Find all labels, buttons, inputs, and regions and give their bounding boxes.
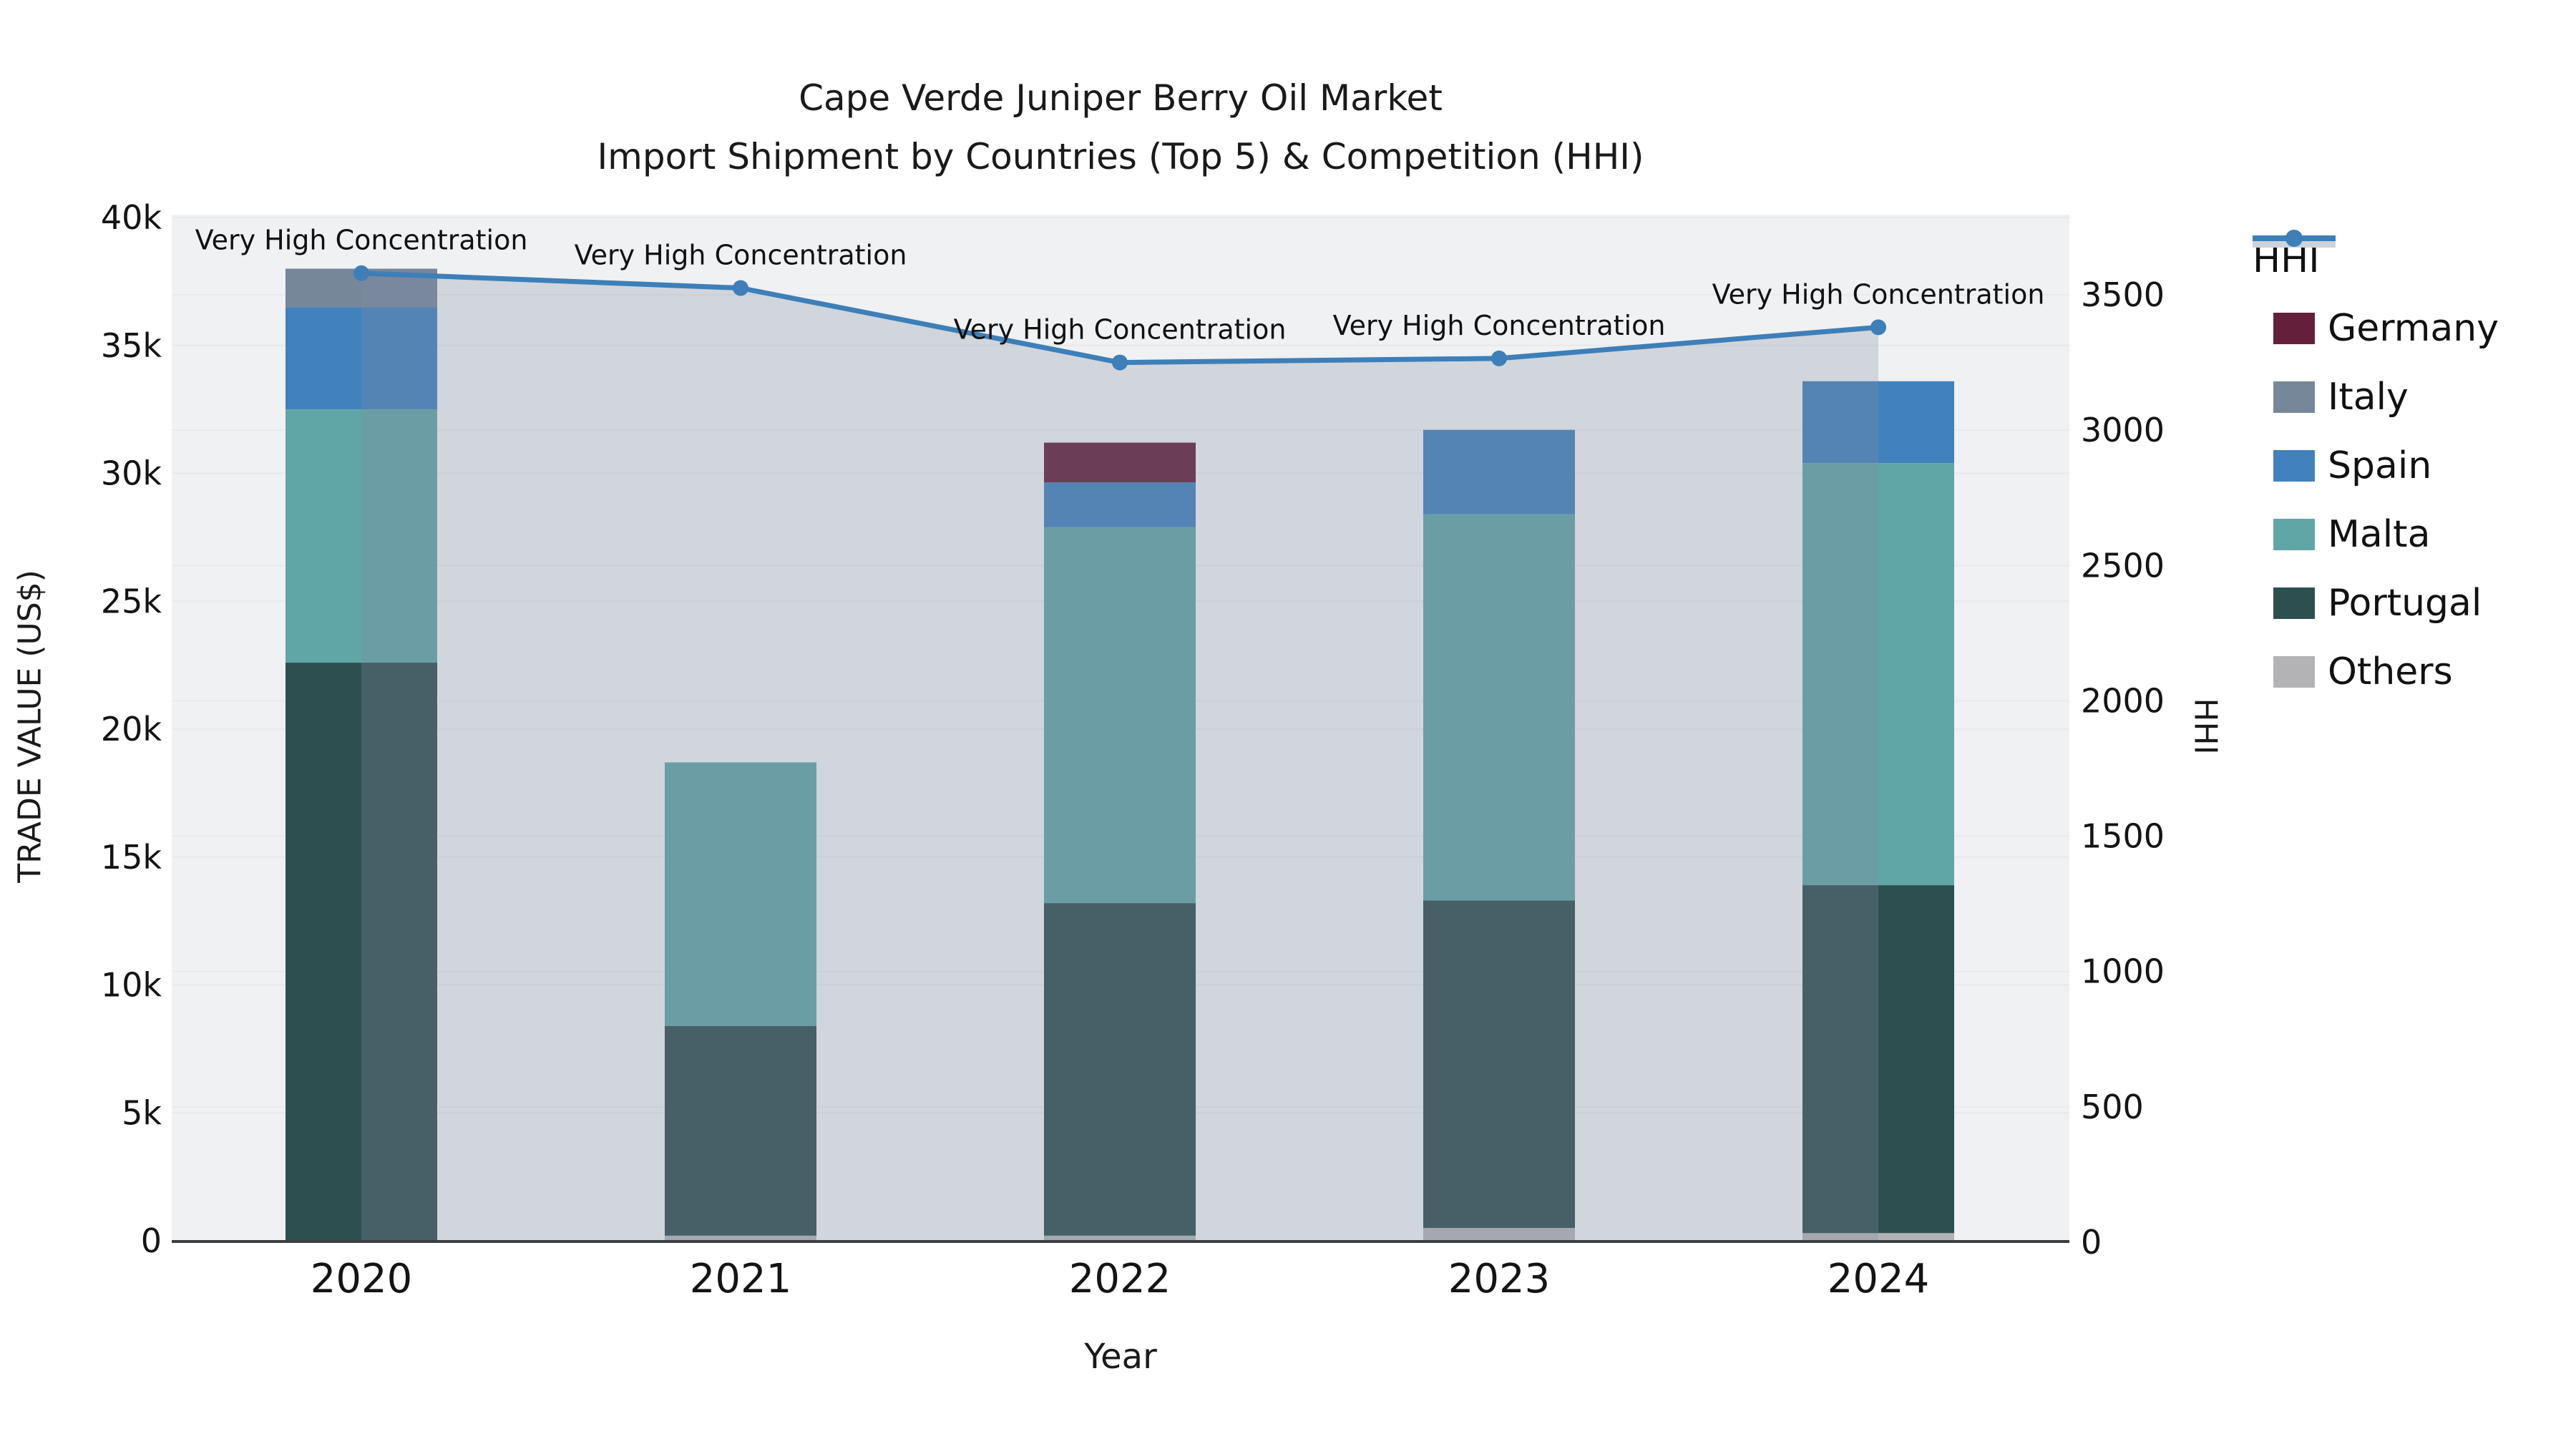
hhi-marker-2020 (353, 265, 369, 281)
bar-segment-malta-2020 (286, 409, 437, 663)
y-tick-left-20k: 20k (101, 710, 162, 748)
title-line-1: Cape Verde Juniper Berry Oil Market (799, 77, 1443, 119)
bar-segment-portugal-2022 (1044, 903, 1196, 1236)
y-tick-left-10k: 10k (101, 966, 162, 1005)
legend-item-italy: Italy (2253, 363, 2499, 431)
legend-swatch-germany (2273, 313, 2315, 344)
legend-label-italy: Italy (2328, 376, 2409, 419)
bar-segment-portugal-2021 (665, 1025, 816, 1236)
legend-hhi-line-swatch (2253, 230, 2336, 248)
bar-segment-portugal-2023 (1423, 900, 1575, 1229)
legend: HHI Germany Italy Spain Malta Portugal Others (2253, 225, 2499, 706)
legend-item-malta: Malta (2253, 500, 2499, 569)
bar-segment-malta-2021 (665, 762, 816, 1026)
legend-label-spain: Spain (2328, 444, 2432, 487)
annotation-2024: Very High Concentration (1712, 278, 2045, 310)
annotation-2020: Very High Concentration (195, 225, 528, 256)
hhi-marker-2024 (1870, 319, 1886, 336)
bar-segment-others-2022 (1044, 1235, 1196, 1241)
legend-label-others: Others (2328, 650, 2453, 693)
y-tick-left-40k: 40k (101, 198, 162, 237)
legend-swatch-italy (2273, 381, 2315, 413)
title-line-2: Import Shipment by Countries (Top 5) & C… (597, 136, 1644, 177)
legend-swatch-spain (2273, 450, 2315, 482)
y-tick-left-5k: 5k (122, 1093, 162, 1132)
y-tick-left-0: 0 (141, 1221, 162, 1260)
bar-segment-malta-2024 (1802, 463, 1954, 886)
hhi-area-fill (361, 273, 1878, 1241)
x-tick-2022: 2022 (1069, 1256, 1171, 1302)
hhi-marker-2023 (1491, 350, 1507, 366)
bar-segment-spain-2020 (286, 307, 437, 410)
annotation-2023: Very High Concentration (1333, 310, 1666, 341)
legend-label-malta: Malta (2328, 513, 2431, 556)
chart-title: Cape Verde Juniper Berry Oil Market Impo… (172, 69, 2069, 186)
legend-item-germany: Germany (2253, 294, 2499, 363)
bar-segment-portugal-2020 (286, 663, 437, 1241)
y-tick-right-0: 0 (2081, 1223, 2102, 1262)
legend-item-others: Others (2253, 638, 2499, 706)
y-tick-right-1000: 1000 (2081, 952, 2165, 991)
bar-segment-germany-2022 (1044, 442, 1196, 483)
bar-segment-spain-2022 (1044, 482, 1196, 527)
legend-label-portugal: Portugal (2328, 582, 2482, 625)
y-tick-right-500: 500 (2081, 1088, 2144, 1126)
x-tick-2023: 2023 (1448, 1256, 1551, 1302)
legend-item-portugal: Portugal (2253, 569, 2499, 638)
x-tick-2024: 2024 (1828, 1256, 1930, 1302)
y-tick-left-15k: 15k (101, 838, 162, 877)
x-tick-2021: 2021 (690, 1256, 792, 1302)
legend-item-hhi: HHI (2253, 225, 2499, 294)
y-tick-right-2500: 2500 (2081, 546, 2165, 585)
annotation-2022: Very High Concentration (954, 314, 1287, 346)
bar-segment-malta-2022 (1044, 527, 1196, 904)
y-tick-right-1500: 1500 (2081, 817, 2165, 856)
right-axis-title: HHI (2187, 698, 2224, 755)
y-tick-right-3500: 3500 (2081, 275, 2165, 314)
hhi-marker-2021 (733, 280, 748, 296)
bar-segment-others-2021 (665, 1235, 816, 1241)
legend-swatch-malta (2273, 519, 2315, 550)
y-tick-right-3000: 3000 (2081, 411, 2165, 449)
x-axis-title: Year (1084, 1337, 1157, 1377)
legend-swatch-portugal (2273, 587, 2315, 619)
legend-swatch-others (2273, 656, 2315, 688)
legend-label-germany: Germany (2328, 307, 2499, 350)
bar-segment-spain-2024 (1802, 381, 1954, 464)
bar-segment-malta-2023 (1423, 514, 1575, 901)
y-tick-right-2000: 2000 (2081, 681, 2165, 720)
bar-segment-portugal-2024 (1802, 885, 1954, 1234)
x-tick-2020: 2020 (311, 1256, 413, 1302)
y-tick-left-30k: 30k (101, 454, 162, 493)
bar-segment-spain-2023 (1423, 429, 1575, 514)
annotation-2021: Very High Concentration (575, 240, 907, 271)
hhi-marker-2022 (1112, 354, 1128, 371)
y-tick-left-35k: 35k (101, 326, 162, 365)
bar-segment-others-2024 (1802, 1233, 1954, 1241)
y-tick-left-25k: 25k (101, 582, 162, 620)
left-axis-title: TRADE VALUE (US$) (11, 570, 49, 883)
legend-item-spain: Spain (2253, 431, 2499, 500)
bar-segment-others-2023 (1423, 1228, 1575, 1241)
